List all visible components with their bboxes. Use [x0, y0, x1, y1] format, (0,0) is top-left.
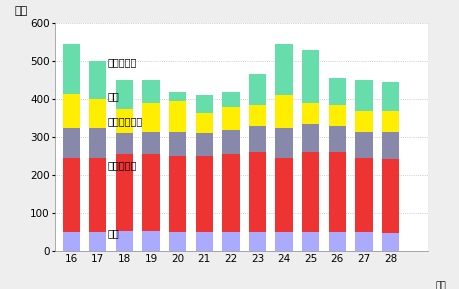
- Bar: [275, 158, 292, 232]
- Bar: [248, 74, 266, 105]
- Bar: [89, 128, 106, 158]
- Bar: [116, 134, 133, 154]
- Bar: [302, 153, 319, 232]
- Bar: [62, 94, 80, 128]
- Bar: [62, 232, 80, 251]
- Bar: [381, 82, 398, 111]
- Bar: [222, 130, 239, 154]
- Bar: [354, 158, 372, 232]
- Bar: [89, 61, 106, 99]
- Bar: [195, 232, 213, 251]
- Text: 国・県支出金: 国・県支出金: [107, 116, 142, 126]
- Bar: [302, 103, 319, 124]
- Bar: [381, 159, 398, 233]
- Bar: [222, 232, 239, 251]
- Bar: [142, 154, 159, 231]
- Bar: [328, 77, 345, 105]
- Bar: [168, 101, 186, 131]
- Bar: [248, 153, 266, 232]
- Bar: [168, 156, 186, 232]
- Text: 市債: 市債: [107, 91, 119, 101]
- Bar: [381, 132, 398, 159]
- Bar: [168, 131, 186, 156]
- Bar: [89, 158, 106, 232]
- Bar: [275, 44, 292, 95]
- Bar: [248, 105, 266, 126]
- Bar: [354, 111, 372, 131]
- Bar: [248, 126, 266, 153]
- Bar: [89, 232, 106, 251]
- Bar: [302, 232, 319, 251]
- Bar: [222, 107, 239, 130]
- Bar: [302, 124, 319, 153]
- Bar: [116, 109, 133, 134]
- Text: 平成
年度: 平成 年度: [434, 281, 445, 289]
- Bar: [62, 128, 80, 158]
- Bar: [168, 232, 186, 251]
- Bar: [142, 80, 159, 103]
- Text: その他収入: その他収入: [107, 57, 136, 67]
- Bar: [116, 154, 133, 231]
- Bar: [381, 233, 398, 251]
- Bar: [354, 131, 372, 158]
- Bar: [248, 232, 266, 251]
- Bar: [142, 131, 159, 154]
- Text: 市税: 市税: [107, 228, 119, 238]
- Bar: [116, 80, 133, 109]
- Bar: [62, 44, 80, 94]
- Bar: [142, 103, 159, 131]
- Text: 地方交付税: 地方交付税: [107, 160, 136, 170]
- Bar: [275, 128, 292, 158]
- Bar: [381, 111, 398, 132]
- Bar: [62, 158, 80, 232]
- Bar: [168, 92, 186, 101]
- Bar: [302, 50, 319, 103]
- Bar: [116, 231, 133, 251]
- Bar: [142, 231, 159, 251]
- Bar: [89, 99, 106, 128]
- Bar: [328, 232, 345, 251]
- Bar: [328, 105, 345, 126]
- Bar: [275, 95, 292, 128]
- Bar: [195, 95, 213, 112]
- Bar: [222, 154, 239, 232]
- Bar: [354, 80, 372, 111]
- Bar: [222, 92, 239, 107]
- Bar: [328, 153, 345, 232]
- Bar: [275, 232, 292, 251]
- Bar: [354, 232, 372, 251]
- Text: 億円: 億円: [14, 6, 28, 16]
- Bar: [328, 126, 345, 153]
- Bar: [195, 112, 213, 134]
- Bar: [195, 134, 213, 156]
- Bar: [195, 156, 213, 232]
